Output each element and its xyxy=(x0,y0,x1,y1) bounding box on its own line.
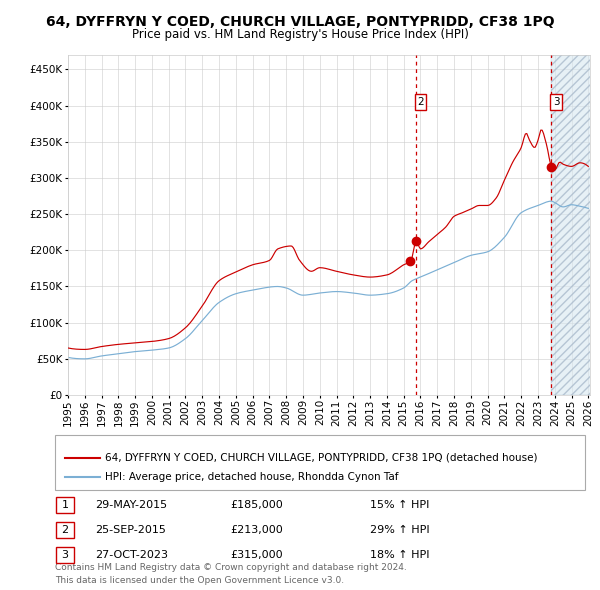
Text: 29% ↑ HPI: 29% ↑ HPI xyxy=(370,525,430,535)
Text: £315,000: £315,000 xyxy=(230,550,283,560)
Text: 3: 3 xyxy=(553,97,560,107)
Text: 64, DYFFRYN Y COED, CHURCH VILLAGE, PONTYPRIDD, CF38 1PQ: 64, DYFFRYN Y COED, CHURCH VILLAGE, PONT… xyxy=(46,15,554,29)
Bar xyxy=(551,55,597,395)
Text: 64, DYFFRYN Y COED, CHURCH VILLAGE, PONTYPRIDD, CF38 1PQ (detached house): 64, DYFFRYN Y COED, CHURCH VILLAGE, PONT… xyxy=(105,453,538,463)
Text: 1: 1 xyxy=(62,500,68,510)
Text: £213,000: £213,000 xyxy=(230,525,283,535)
Text: 2: 2 xyxy=(417,97,424,107)
Text: 27-OCT-2023: 27-OCT-2023 xyxy=(95,550,168,560)
Text: HPI: Average price, detached house, Rhondda Cynon Taf: HPI: Average price, detached house, Rhon… xyxy=(105,472,398,482)
Bar xyxy=(551,55,597,395)
Text: 3: 3 xyxy=(62,550,68,560)
Text: 25-SEP-2015: 25-SEP-2015 xyxy=(95,525,166,535)
Text: 15% ↑ HPI: 15% ↑ HPI xyxy=(370,500,430,510)
Text: Price paid vs. HM Land Registry's House Price Index (HPI): Price paid vs. HM Land Registry's House … xyxy=(131,28,469,41)
Text: 18% ↑ HPI: 18% ↑ HPI xyxy=(370,550,430,560)
Text: 2: 2 xyxy=(61,525,68,535)
Text: Contains HM Land Registry data © Crown copyright and database right 2024.: Contains HM Land Registry data © Crown c… xyxy=(55,563,407,572)
Text: £185,000: £185,000 xyxy=(230,500,283,510)
Text: This data is licensed under the Open Government Licence v3.0.: This data is licensed under the Open Gov… xyxy=(55,576,344,585)
Text: 29-MAY-2015: 29-MAY-2015 xyxy=(95,500,167,510)
